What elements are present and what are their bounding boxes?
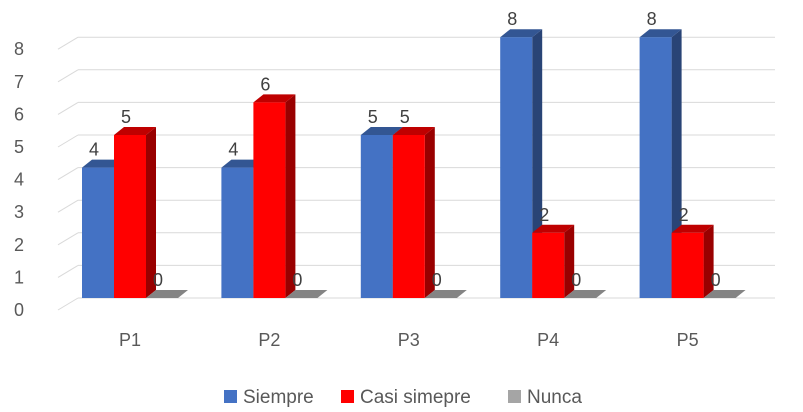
- data-label: 0: [153, 270, 163, 290]
- bar-zero: [703, 290, 746, 298]
- gridline-diagonal: [57, 36, 79, 50]
- bar-front: [392, 135, 425, 298]
- bar-zero: [146, 290, 188, 298]
- bar-side: [285, 94, 296, 299]
- bar-front: [82, 167, 114, 298]
- bar-zero: [285, 290, 328, 298]
- bar-side: [424, 127, 435, 298]
- data-label: 8: [507, 9, 517, 29]
- bar-casi-simepre-p1: [114, 127, 156, 298]
- x-tick-label: P2: [258, 330, 280, 350]
- data-label: 6: [260, 74, 270, 94]
- gridline-diagonal: [57, 264, 79, 278]
- bar-zero: [564, 290, 607, 298]
- gridline-diagonal: [57, 167, 79, 181]
- bar-front: [114, 135, 146, 298]
- legend-swatch: [341, 390, 354, 403]
- x-tick-label: P1: [119, 330, 141, 350]
- data-label: 0: [571, 270, 581, 290]
- data-label: 8: [647, 9, 657, 29]
- y-tick-label: 3: [14, 202, 24, 222]
- x-tick-label: P4: [537, 330, 559, 350]
- bar-top: [532, 224, 575, 233]
- data-label: 5: [400, 107, 410, 127]
- bar-top: [639, 29, 682, 38]
- legend-label: Nunca: [527, 387, 582, 407]
- y-tick-label: 2: [14, 235, 24, 255]
- bar-front: [221, 167, 254, 298]
- y-axis: 0 1 2 3 4 5 6 7 8: [14, 39, 24, 320]
- data-label: 5: [121, 107, 131, 127]
- y-tick-label: 4: [14, 170, 24, 190]
- x-tick-label: P3: [398, 330, 420, 350]
- data-label: 4: [89, 140, 99, 160]
- legend-item: Casi simepre: [341, 387, 471, 408]
- legend-swatch: [224, 390, 237, 403]
- y-tick-label: 7: [14, 72, 24, 92]
- bar-casi-simepre-p4: [532, 224, 575, 298]
- legend-label: Siempre: [243, 387, 314, 407]
- data-label: 5: [368, 107, 378, 127]
- bar-nunca-p3: [424, 290, 467, 298]
- y-tick-label: 8: [14, 39, 24, 59]
- bar-top: [82, 159, 124, 168]
- gridline-diagonal: [57, 199, 79, 213]
- data-label: 0: [292, 270, 302, 290]
- data-label: 0: [711, 270, 721, 290]
- data-label: 2: [679, 205, 689, 225]
- x-tick-label: P5: [677, 330, 699, 350]
- data-label: 2: [539, 205, 549, 225]
- gridline-diagonal: [57, 101, 79, 115]
- data-label: 0: [432, 270, 442, 290]
- gridline-diagonal: [57, 134, 79, 148]
- y-tick-label: 6: [14, 104, 24, 124]
- y-tick-label: 1: [14, 267, 24, 287]
- bar-top: [253, 94, 296, 103]
- legend-item: Nunca: [508, 387, 582, 408]
- bar-casi-simepre-p3: [392, 127, 435, 298]
- bar-top: [114, 127, 156, 135]
- gridline-diagonal: [57, 232, 79, 246]
- bar-front: [532, 232, 565, 298]
- bar-nunca-p5: [703, 290, 746, 298]
- bar-side: [564, 224, 575, 298]
- gridline-diagonal: [57, 297, 79, 311]
- data-label: 4: [228, 140, 238, 160]
- legend-label: Casi simepre: [360, 387, 471, 407]
- bar-front: [500, 37, 533, 298]
- bar-front: [671, 232, 704, 298]
- legend-item: Siempre: [224, 387, 314, 408]
- legend-swatch: [508, 390, 521, 403]
- bar-zero: [424, 290, 467, 298]
- bar-front: [639, 37, 672, 298]
- bar-side: [146, 127, 156, 298]
- bar-front: [253, 102, 286, 299]
- bar-casi-simepre-p2: [253, 94, 296, 299]
- bar-top: [671, 224, 714, 233]
- bar-front: [360, 135, 393, 298]
- bar-nunca-p4: [564, 290, 607, 298]
- y-tick-label: 5: [14, 137, 24, 157]
- bar-top: [360, 127, 403, 135]
- bar-side: [703, 224, 714, 298]
- bar-top: [500, 29, 543, 38]
- bar-top: [221, 159, 264, 168]
- bars: 4 5 0 P1 4 6 0 P2 5 5 0 P3 8 2 0 P4 8 2 0 P5: [82, 9, 746, 350]
- bar-casi-simepre-p5: [671, 224, 714, 298]
- gridline-diagonal: [57, 69, 79, 83]
- y-tick-label: 0: [14, 300, 24, 320]
- bar-top: [392, 127, 435, 135]
- legend: Siempre Casi simepre Nunca: [224, 387, 582, 408]
- bar-nunca-p2: [285, 290, 328, 298]
- bar-nunca-p1: [146, 290, 188, 298]
